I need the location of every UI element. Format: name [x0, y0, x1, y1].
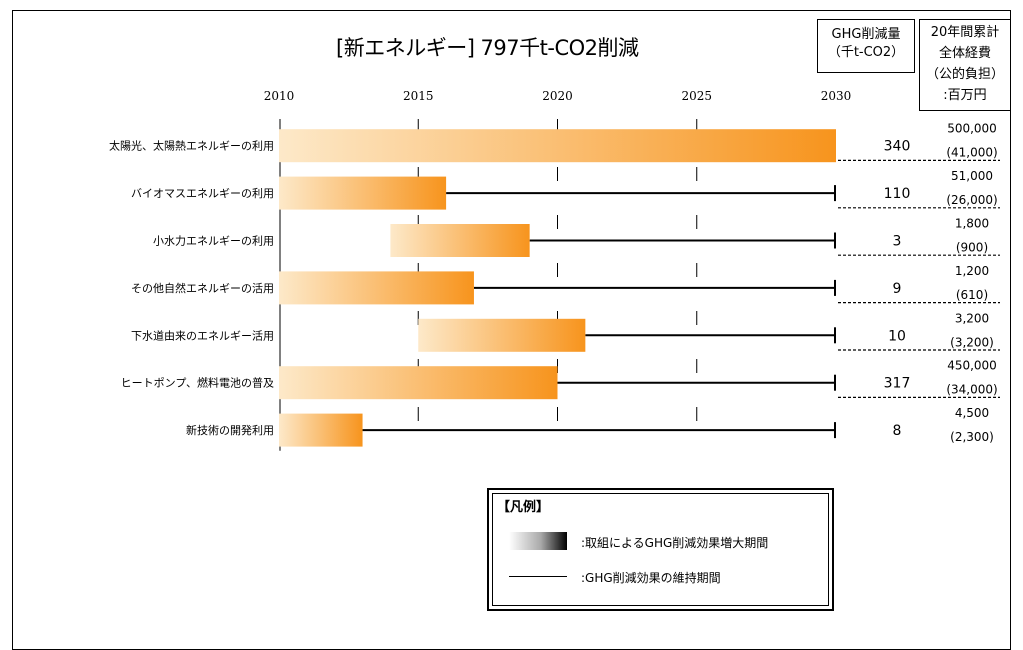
ghg-header-line-2: （千t-CO2）: [827, 45, 905, 60]
cost-column-header: 20年間累計 全体経費 （公的負担） :百万円: [919, 19, 1011, 111]
bar: [279, 129, 836, 163]
category-label: その他自然エネルギーの活用: [131, 281, 274, 295]
ghg-value: 10: [888, 328, 906, 344]
x-tick-label-2010: 2010: [264, 89, 295, 103]
total-cost-value: 1,800: [955, 217, 989, 231]
public-cost-value: (34,000): [946, 383, 997, 397]
x-tick-label-2015: 2015: [403, 89, 434, 103]
chart-title: [新エネルギー] 797千t-CO2削減: [336, 36, 639, 60]
legend-line-swatch: [509, 576, 567, 577]
ghg-value: 340: [884, 139, 911, 155]
cost-header-line-1: 20年間累計: [930, 25, 1000, 40]
cost-header-line-3: （公的負担）: [925, 67, 1004, 82]
ghg-value: 9: [893, 281, 902, 297]
cost-header-line-2: 全体経費: [938, 46, 991, 61]
public-cost-value: (610): [956, 288, 988, 302]
total-cost-value: 450,000: [947, 359, 997, 373]
total-cost-value: 500,000: [947, 122, 997, 136]
total-cost-value: 1,200: [955, 264, 989, 278]
public-cost-value: (2,300): [950, 430, 994, 444]
category-label: バイオマスエネルギーの利用: [131, 187, 274, 200]
bar: [390, 224, 530, 257]
bar: [418, 318, 586, 352]
public-cost-value: (41,000): [946, 146, 997, 160]
public-cost-value: (26,000): [946, 193, 997, 207]
public-cost-value: (3,200): [950, 335, 994, 349]
category-label: 下水道由来のエネルギー活用: [131, 328, 274, 342]
category-label: 太陽光、太陽熱エネルギーの利用: [109, 139, 274, 153]
public-cost-value: (900): [956, 241, 988, 255]
legend-gradient-swatch: [509, 532, 567, 550]
legend-gradient-label: :取組によるGHG削減効果増大期間: [581, 536, 769, 550]
cost-header-line-4: :百万円: [943, 88, 987, 103]
bar: [279, 413, 363, 447]
legend: 【凡例】 :取組によるGHG削減効果増大期間 :GHG削減効果の維持期間: [487, 488, 834, 611]
category-label: 小水力エネルギーの利用: [153, 235, 274, 248]
ghg-column-header: GHG削減量 （千t-CO2）: [817, 19, 915, 73]
total-cost-value: 51,000: [951, 169, 993, 183]
bar: [279, 271, 474, 305]
category-label: ヒートポンプ、燃料電池の普及: [121, 376, 274, 390]
ghg-value: 110: [884, 186, 911, 202]
x-tick-label-2025: 2025: [681, 89, 712, 103]
ghg-value: 3: [893, 234, 902, 250]
ghg-header-line-1: GHG削減量: [831, 27, 901, 42]
total-cost-value: 3,200: [955, 311, 989, 325]
bar: [279, 366, 558, 400]
category-label: 新技術の開発利用: [186, 423, 274, 437]
x-tick-label-2020: 2020: [542, 89, 573, 103]
gantt-chart: 2010 2015 2020 2025 2030 太陽光、太陽熱エネルギーの利用 340 5…: [109, 89, 1000, 451]
total-cost-value: 4,500: [955, 406, 989, 420]
bar: [279, 176, 447, 210]
legend-title: 【凡例】: [497, 500, 550, 515]
ghg-value: 8: [893, 423, 902, 439]
x-tick-label-2030: 2030: [821, 89, 852, 103]
legend-inner-border: 【凡例】 :取組によるGHG削減効果増大期間 :GHG削減効果の維持期間: [492, 493, 829, 606]
ghg-value: 317: [884, 376, 911, 392]
legend-line-label: :GHG削減効果の維持期間: [581, 571, 721, 585]
